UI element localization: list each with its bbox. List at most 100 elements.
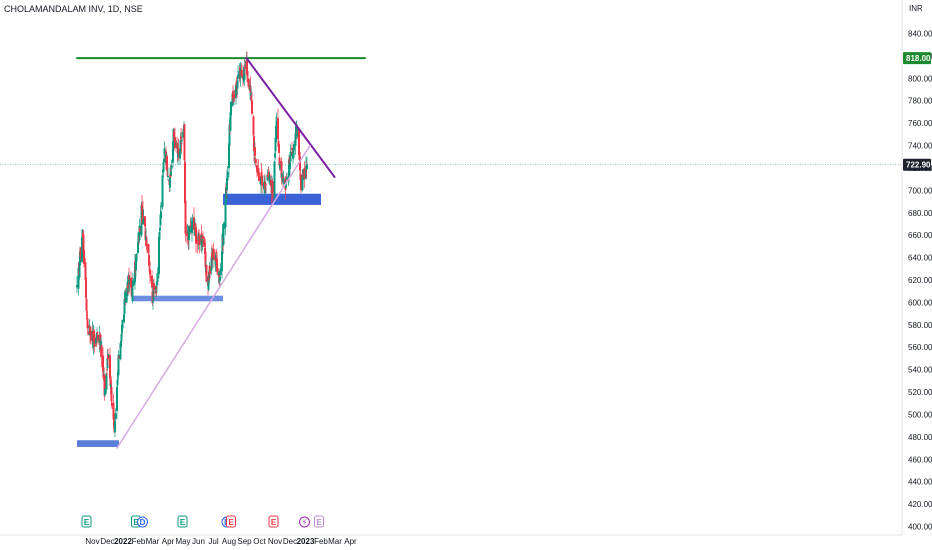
drawings-layer — [76, 57, 366, 449]
event-marker — [299, 516, 310, 528]
candle-body — [156, 273, 159, 283]
candle-body — [134, 261, 136, 283]
candle-body — [85, 277, 87, 298]
candle-body — [303, 167, 306, 179]
candle-body — [149, 275, 152, 279]
candle-body — [160, 211, 162, 219]
events-layer: EEDEDEE⚡E — [81, 515, 324, 528]
candle-body — [298, 152, 301, 161]
candle-body — [186, 231, 189, 233]
x-tick-label: Aug — [222, 537, 236, 546]
candle-body — [131, 287, 134, 302]
candle-body — [118, 356, 120, 358]
candle-body — [193, 217, 195, 230]
x-tick-label: Feb — [314, 537, 328, 546]
candle-body — [247, 78, 250, 87]
candle-body — [272, 193, 274, 196]
y-tick-label: 620.00 — [908, 276, 932, 285]
y-tick-label: 760.00 — [908, 119, 932, 128]
candle-body — [271, 181, 274, 193]
candle-body — [153, 283, 155, 291]
y-tick-label: 580.00 — [908, 321, 932, 330]
candle-body — [121, 319, 124, 329]
candle-body — [246, 70, 249, 77]
candle-body — [210, 256, 213, 271]
candle-body — [172, 141, 174, 163]
candle-body — [299, 156, 301, 171]
y-tick-label: 600.00 — [908, 298, 932, 307]
candle-body — [78, 264, 81, 278]
candle-body — [277, 117, 279, 139]
candle-body — [306, 164, 308, 170]
candle-body — [240, 70, 243, 77]
candle-body — [280, 161, 283, 178]
candle-body — [257, 168, 260, 173]
candle-body — [173, 131, 175, 137]
candle-body — [183, 124, 186, 161]
candle-body — [219, 268, 222, 276]
candle-body — [158, 231, 161, 239]
event-marker — [81, 515, 92, 528]
candle-body — [291, 147, 293, 151]
candle-body — [114, 421, 116, 433]
candle-body — [258, 172, 260, 181]
candle-body — [289, 162, 291, 169]
candle-body — [159, 227, 161, 231]
event-label: E — [180, 518, 186, 527]
candle-body — [120, 340, 122, 347]
candle-body — [100, 345, 103, 358]
candle-body — [233, 98, 235, 100]
candle-body — [159, 214, 162, 226]
candle-body — [144, 216, 146, 227]
y-tick-label: 540.00 — [908, 366, 932, 375]
candle-body — [250, 93, 252, 96]
candle-body — [123, 299, 126, 314]
candle-body — [81, 237, 83, 262]
candle-body — [154, 291, 157, 293]
candle-body — [152, 300, 154, 303]
candle-body — [266, 174, 269, 181]
x-tick-label: 2022 — [114, 537, 132, 546]
price-tag-bg — [903, 158, 931, 171]
y-tick-label: 400.00 — [908, 523, 932, 532]
x-tick-label: Nov — [85, 537, 99, 546]
candle-body — [246, 60, 248, 75]
candle-body — [77, 267, 80, 289]
event-label: D — [140, 518, 146, 527]
candle-body — [295, 125, 298, 130]
candle-body — [142, 209, 144, 221]
candle-body — [146, 244, 148, 246]
y-tick-label: 440.00 — [908, 478, 932, 487]
candle-body — [235, 84, 237, 99]
candle-body — [289, 151, 292, 162]
candle-body — [135, 258, 137, 271]
event-label: E — [228, 518, 234, 527]
candle-body — [268, 175, 271, 183]
chart-title: CHOLAMANDALAM INV, 1D, NSE — [4, 4, 143, 14]
candle-body — [127, 284, 129, 289]
candle-body — [166, 156, 168, 171]
price-tag-label: 722.90 — [906, 161, 931, 170]
candle-body — [279, 164, 281, 169]
candle-body — [254, 158, 257, 163]
candle-body — [281, 174, 283, 179]
candle-body — [158, 236, 160, 275]
candle-body — [250, 97, 253, 99]
x-tick-label: Sep — [237, 537, 252, 546]
candle-body — [305, 165, 307, 179]
candle-body — [275, 121, 278, 129]
candle-body — [249, 85, 252, 93]
candle-body — [149, 269, 151, 274]
x-tick-label: Nov — [268, 537, 282, 546]
candle-body — [191, 220, 194, 224]
candle-body — [228, 143, 230, 169]
candle-body — [84, 262, 87, 280]
candle-body — [139, 228, 141, 232]
support-zone-604 — [133, 295, 223, 302]
candle-body — [221, 251, 223, 271]
x-tick-label: Jul — [208, 537, 218, 546]
event-marker — [137, 516, 148, 528]
candle-body — [284, 180, 286, 183]
candle-body — [161, 175, 164, 208]
